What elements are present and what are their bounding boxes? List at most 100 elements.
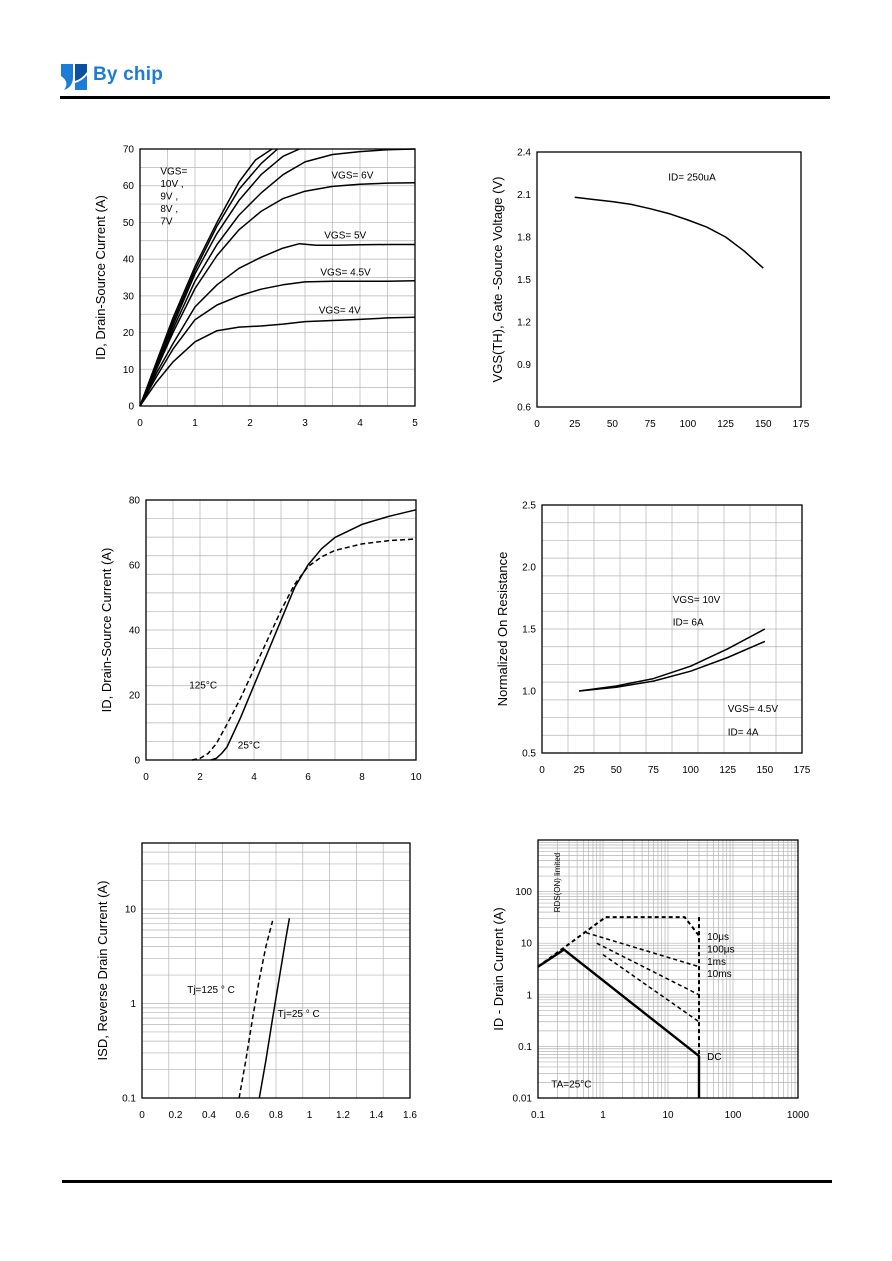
series-line	[596, 942, 700, 996]
series-line	[579, 628, 766, 692]
chart-annotation: TA=25°C	[551, 1079, 591, 1090]
chart-annotation: 10V ,	[160, 179, 183, 190]
brand-name: By chip	[93, 64, 164, 85]
chart-annotation: 10μs	[707, 932, 729, 943]
chart-annotation: 9V ,	[160, 192, 178, 203]
y-tick-label: 1.2	[517, 318, 531, 329]
series-line	[579, 640, 766, 692]
footer-divider	[62, 1180, 832, 1183]
x-tick-label: 0.1	[531, 1110, 545, 1121]
y-tick-label: 40	[123, 255, 135, 266]
chart-annotation: 25°C	[238, 741, 260, 752]
x-tick-label: 100	[680, 419, 697, 430]
y-tick-label: 0	[134, 756, 140, 767]
series-line	[605, 916, 700, 949]
y-tick-label: 0	[128, 402, 134, 413]
y-tick-label: 1.5	[517, 275, 531, 286]
plot-frame	[141, 842, 411, 1099]
x-tick-label: 0	[539, 765, 545, 776]
x-tick-label: 4	[251, 772, 257, 783]
y-tick-label: 10	[123, 365, 135, 376]
y-tick-label: 0.01	[513, 1094, 533, 1105]
chart-annotation: VGS= 6V	[331, 170, 373, 181]
x-tick-label: 6	[305, 772, 311, 783]
series-line	[602, 953, 700, 1023]
y-tick-label: 1.0	[522, 687, 536, 698]
series-line	[139, 316, 416, 407]
chart-annotation: DC	[707, 1052, 721, 1063]
series-line	[585, 931, 700, 968]
chart-annotation: VGS= 5V	[324, 231, 366, 242]
y-tick-label: 1.8	[517, 233, 531, 244]
plot-frame	[536, 151, 802, 408]
y-axis-label: ID, Drain-Source Current (A)	[99, 548, 114, 713]
chart-annotation: 125°C	[189, 681, 217, 692]
y-tick-label: 2.4	[517, 148, 531, 159]
series-line	[258, 918, 291, 1099]
x-tick-label: 0	[137, 418, 143, 429]
y-tick-label: 0.6	[517, 403, 531, 414]
y-tick-label: 1	[130, 999, 136, 1010]
chart-annotation: ID= 250uA	[668, 172, 716, 183]
x-tick-label: 0.2	[169, 1110, 183, 1121]
y-tick-label: 2.1	[517, 190, 531, 201]
rds-on-limited-label: RDS(ON) limited	[553, 853, 562, 913]
y-tick-label: 30	[123, 291, 135, 302]
y-tick-label: 10	[521, 939, 533, 950]
x-tick-label: 75	[645, 419, 657, 430]
y-axis-label: VGS(TH), Gate -Source Voltage (V)	[490, 177, 505, 383]
plot-frame	[145, 499, 417, 761]
x-tick-label: 125	[717, 419, 734, 430]
y-tick-label: 10	[125, 905, 137, 916]
x-tick-label: 125	[719, 765, 736, 776]
y-tick-label: 80	[129, 496, 141, 507]
y-tick-label: 100	[515, 887, 532, 898]
y-tick-label: 40	[129, 626, 141, 637]
series-line	[139, 148, 273, 407]
x-tick-label: 1.2	[336, 1110, 350, 1121]
page-header: By chip	[0, 0, 892, 100]
x-tick-label: 75	[648, 765, 660, 776]
y-tick-label: 1	[526, 990, 532, 1001]
x-tick-label: 0	[534, 419, 540, 430]
y-axis-label: Normalized On Resistance	[495, 552, 510, 707]
chart-annotation: 100μs	[707, 945, 734, 956]
plot-frame	[139, 148, 416, 407]
x-tick-label: 5	[412, 418, 418, 429]
grid	[538, 840, 798, 1098]
grid	[142, 843, 410, 1098]
x-tick-label: 175	[794, 765, 811, 776]
x-tick-label: 1000	[787, 1110, 810, 1121]
x-tick-label: 10	[410, 772, 422, 783]
x-tick-label: 1	[307, 1110, 313, 1121]
chart-annotation: 8V ,	[160, 204, 178, 215]
x-tick-label: 1	[192, 418, 198, 429]
x-tick-label: 1.4	[370, 1110, 384, 1121]
y-axis-label: ID, Drain-Source Current (A)	[93, 195, 108, 360]
x-tick-label: 25	[574, 765, 586, 776]
chart-annotation: VGS=	[160, 167, 187, 178]
x-tick-label: 100	[725, 1110, 742, 1121]
chart-annotation: Tj=25 ° C	[278, 1009, 320, 1020]
y-tick-label: 70	[123, 145, 135, 156]
chart-annotation: 7V	[160, 217, 173, 228]
x-tick-label: 0.4	[202, 1110, 216, 1121]
chart-annotation: VGS= 4.5V	[320, 267, 371, 278]
plot-frame	[541, 504, 803, 754]
x-tick-label: 50	[611, 765, 623, 776]
x-tick-label: 25	[569, 419, 581, 430]
x-tick-label: 4	[357, 418, 363, 429]
chart-annotation: ID= 4A	[728, 728, 759, 739]
series-line	[139, 280, 416, 407]
y-tick-label: 60	[123, 181, 135, 192]
series-line	[139, 148, 300, 407]
x-tick-label: 8	[359, 772, 365, 783]
series-line	[238, 920, 274, 1099]
chart-annotation: VGS= 4.5V	[728, 704, 779, 715]
y-tick-label: 0.5	[522, 749, 536, 760]
chart-annotation: Tj=125 ° C	[187, 985, 235, 996]
